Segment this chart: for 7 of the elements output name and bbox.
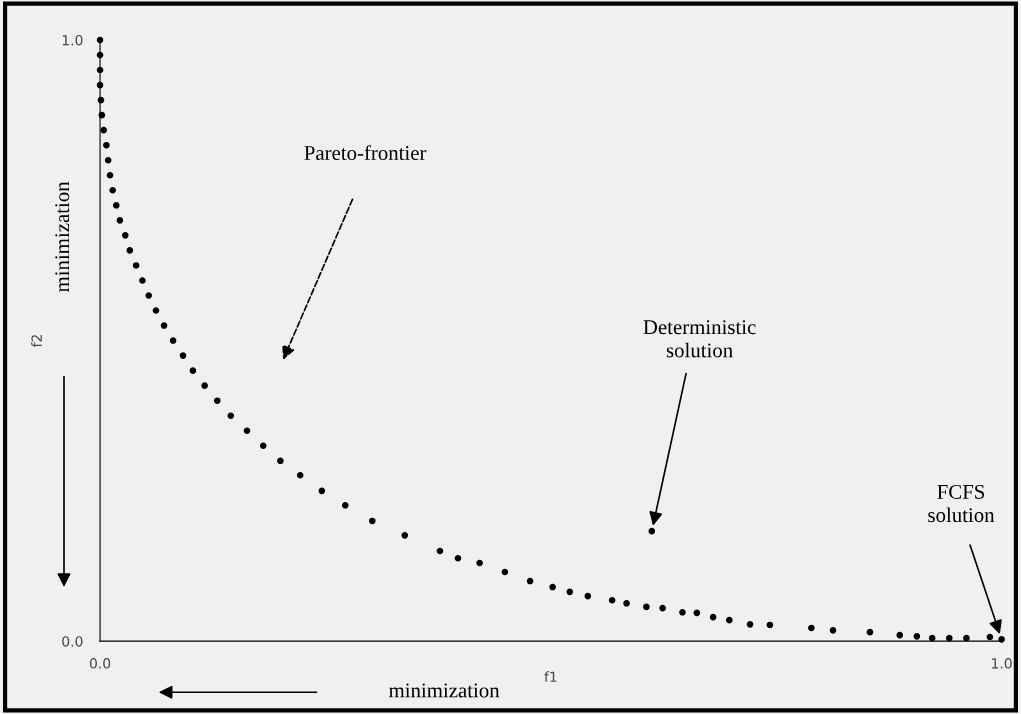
y-axis-title: f2 [31,335,42,348]
text: minimization [55,181,70,293]
annotation: FCFS solution [928,484,995,523]
text: minimization [388,683,500,698]
annotation: Pareto-frontier [304,145,427,161]
annotation: Deterministic solution [643,320,756,358]
x-axis-title: f1 [544,671,557,682]
